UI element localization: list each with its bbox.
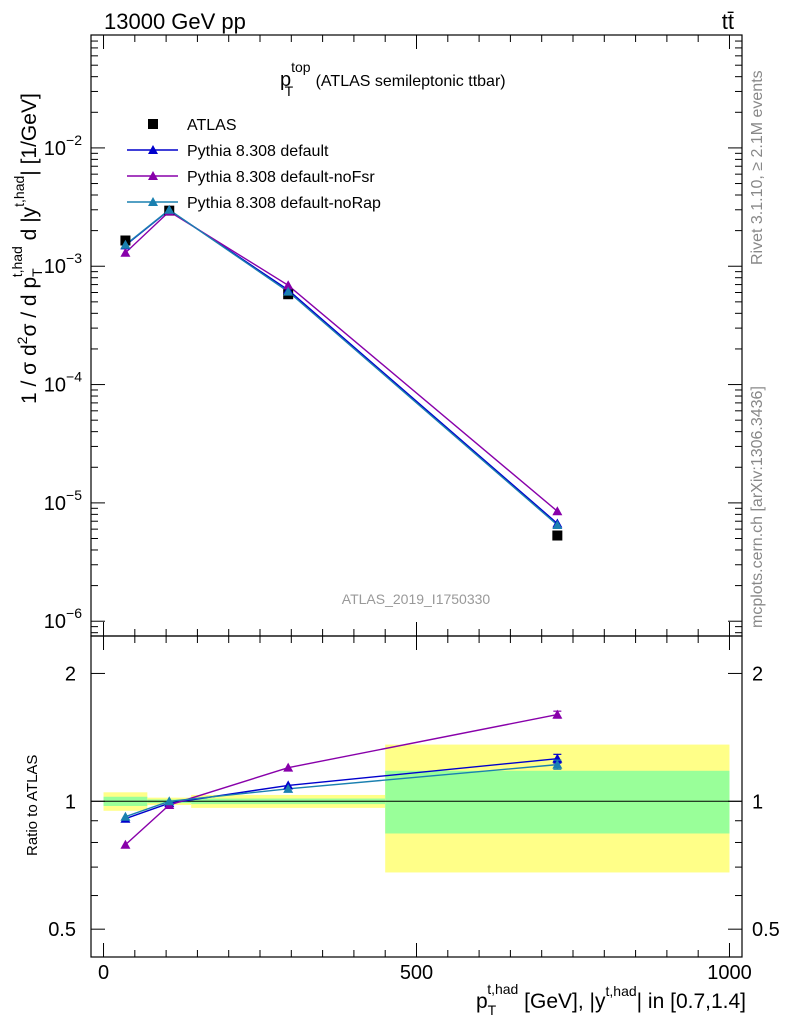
ratio-point [283,762,294,772]
ylabel-a: 1 / σ d [18,344,41,404]
legend-label: Pythia 8.308 default-noFsr [187,169,375,186]
legend-marker [148,171,158,180]
ylabel-d: | [1/GeV] [18,93,41,176]
ylabel-b: σ / d p [18,277,41,337]
ratio-xlabel: pTt,had [GeV], |yt,had| in [0.7,1.4] [476,981,746,1018]
rivet-label: Rivet 3.1.10, ≥ 2.1M events [749,70,766,265]
y-tick-base: 10 [44,138,66,160]
y-tick-label-right: 2 [752,663,763,685]
y-tick-exp: −6 [66,605,82,621]
band-stat [385,770,730,834]
y-tick-label-right: 0.5 [752,919,780,941]
y-tick-label: 10−5 [44,487,82,515]
y-tick-label: 10−6 [44,605,82,633]
data-point [283,280,294,290]
xlabel-a-sub: T [488,1002,497,1018]
series-line [124,210,558,512]
ratio-point [164,796,175,806]
main-ylabel: 1 / σ d2σ / d pTt,had d |yt,had| [1/GeV] [9,93,45,404]
y-tick-label-right: 1 [752,791,763,813]
y-tick-base: 10 [44,493,66,515]
ratio-point [120,811,131,821]
header-right: tt̄ [722,9,734,34]
data-point [552,520,563,530]
y-tick-exp: −5 [66,487,82,503]
ratio-point [283,783,294,793]
y-tick-label: 0.5 [48,919,76,941]
xlabel-b-sup: t,had [606,983,637,999]
y-tick-exp: −3 [66,250,82,266]
legend-label: Pythia 8.308 default-noRap [187,195,381,212]
ratio-point [552,759,563,769]
ylabel-c-sup: t,had [11,176,27,207]
x-tick-label: 500 [400,962,433,984]
ratio-line [124,713,558,846]
series-line [124,209,558,524]
title-sub: T [285,83,294,99]
y-tick-label: 10−4 [44,369,82,397]
watermark: ATLAS_2019_I1750330 [342,591,491,607]
xlabel-c: | in [0.7,1.4] [637,990,746,1013]
title-sup: top [291,59,311,75]
ratio-series [120,709,563,849]
ratio-line [125,763,558,818]
xlabel-a: p [476,990,488,1013]
ylabel-a-sup: 2 [14,336,30,344]
ratio-frame [90,635,743,958]
y-tick-label: 2 [65,663,76,685]
main-axis-ticks: 10−610−510−410−310−2 [44,34,742,636]
title-rest: (ATLAS semileptonic ttbar) [311,73,505,90]
y-tick-base: 10 [44,611,66,633]
data-point [552,506,563,516]
mcplots-label: mcplots.cern.ch [arXiv:1306.3436] [749,386,766,628]
legend-label: Pythia 8.308 default [187,143,329,160]
y-tick-label: 10−3 [44,250,82,278]
data-point [120,239,131,249]
ratio-axis-ticks: 0.5 0.5 1 1 2 2 0 500 1000 [48,636,780,984]
y-tick-label: 1 [65,791,76,813]
ylabel-b-sub: T [29,268,45,277]
ratio-panel: 0.5 0.5 1 1 2 2 0 500 1000 Ratio to ATLAS pTt,ha… [24,635,780,1018]
legend-marker [148,145,158,154]
title-p: p [280,69,291,91]
main-series [120,204,563,541]
y-tick-exp: −4 [66,369,82,385]
xlabel-a-sup: t,had [487,981,518,997]
ratio-line [125,757,558,820]
ratio-point [552,709,563,719]
data-point [120,247,131,257]
xlabel-b: [GeV], |y [518,990,606,1013]
series-line [124,208,558,526]
ylabel-b-sup: t,had [9,246,25,277]
x-tick-label: 0 [98,962,109,984]
main-title: ptop T (ATLAS semileptonic ttbar) [280,59,506,99]
header-left: 13000 GeV pp [104,9,246,34]
ratio-ylabel: Ratio to ATLAS [24,755,41,856]
ylabel-c: d |y [18,206,41,246]
y-tick-base: 10 [44,375,66,397]
y-tick-label: 10−2 [44,132,82,160]
data-point [552,530,563,541]
x-tick-label: 1000 [707,962,752,984]
legend: ATLAS Pythia 8.308 default Pythia 8.308 de… [127,117,381,212]
ratio-point [120,839,131,849]
data-point [283,286,294,296]
y-tick-base: 10 [44,256,66,278]
main-panel: ATLAS_2019_I1750330 ptop T (ATLAS semilep… [9,34,743,637]
y-tick-exp: −2 [66,132,82,148]
legend-marker [148,119,158,129]
legend-marker [148,197,158,206]
data-point [164,204,175,214]
legend-label: ATLAS [187,117,237,134]
ratio-bands [91,744,742,873]
